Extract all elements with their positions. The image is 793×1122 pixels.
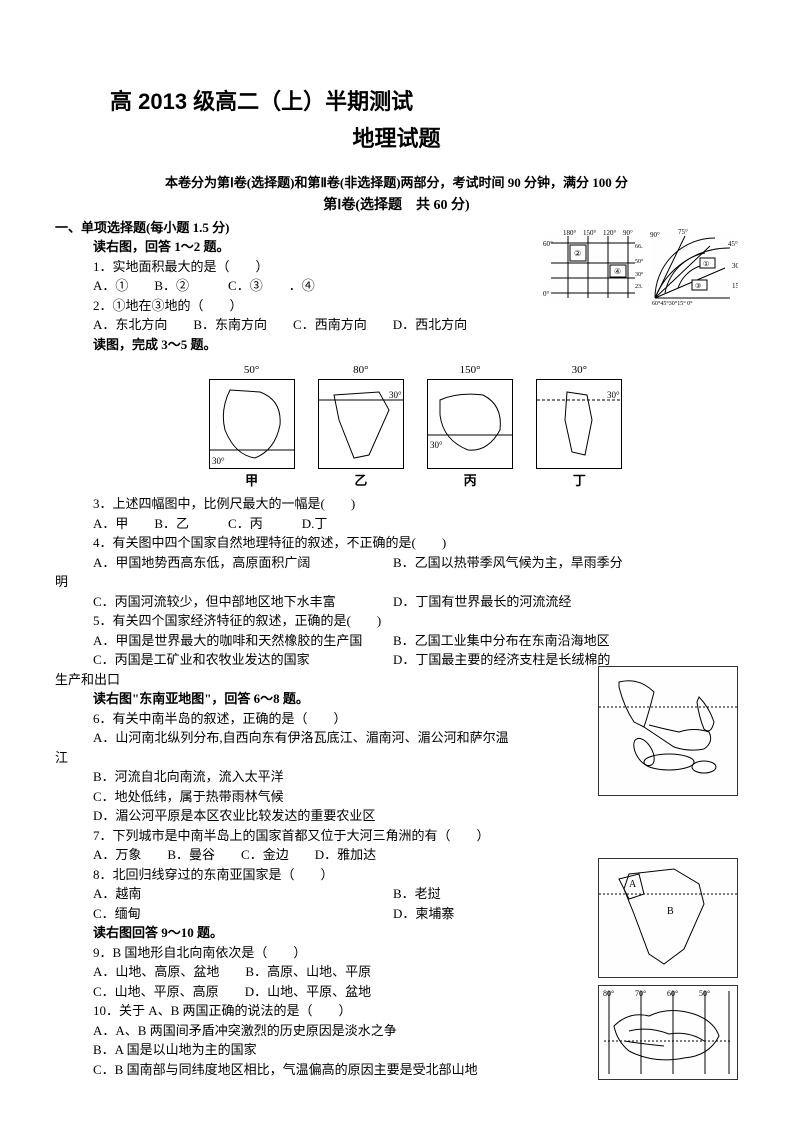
svg-text:70°: 70°	[635, 989, 646, 998]
svg-text:66.5°: 66.5°	[635, 243, 643, 250]
svg-text:④: ④	[614, 267, 621, 276]
svg-text:0°: 0°	[543, 290, 550, 298]
svg-text:150°: 150°	[583, 229, 597, 237]
figure-q1-q2-left: ② ④ 180° 150° 120° 90° 60° 0° 66.5° 50° 30°…	[543, 228, 643, 303]
q9-opt-c: C．山地、平原、高原	[93, 984, 219, 999]
svg-text:①: ①	[703, 260, 709, 268]
svg-text:90°: 90°	[650, 231, 660, 239]
q5-stem: 5．有关四个国家经济特征的叙述，正确的是( )	[93, 611, 738, 631]
q4-opt-c: C．丙国河流较少，但中部地区地下水丰富	[93, 592, 393, 612]
q4-opt-b: B．乙国以热带季风气候为主，旱雨季分	[393, 553, 623, 573]
svg-text:60°: 60°	[543, 240, 553, 248]
q3-options: A．甲 B．乙 C．丙 D.丁	[93, 514, 738, 534]
map1-lon: 50°	[199, 362, 305, 379]
svg-text:50°: 50°	[635, 258, 643, 265]
q8-opt-a: A．越南	[93, 884, 393, 904]
q2-options: A．东北方向 B．东南方向 C．西南方向 D．西北方向	[93, 315, 738, 335]
q6-opt-d: D．湄公河平原是本区农业比较发达的重要农业区	[93, 806, 738, 826]
label-ding: 丁	[526, 471, 632, 491]
figure-se-asia-map	[598, 666, 738, 796]
svg-text:23.5°: 23.5°	[635, 283, 643, 290]
svg-text:B: B	[667, 906, 674, 917]
q4-opt-d: D．丁国有世界最长的河流流经	[393, 592, 571, 612]
svg-text:60°45°30°15° 0°: 60°45°30°15° 0°	[652, 300, 693, 306]
svg-text:60°: 60°	[667, 989, 678, 998]
section-1-header: 第Ⅰ卷(选择题 共 60 分)	[55, 195, 738, 216]
q5-opt-a: A．甲国是世界最大的咖啡和天然橡胶的生产国	[93, 631, 393, 651]
svg-text:50°: 50°	[699, 989, 710, 998]
map-jia: 30°	[209, 379, 295, 469]
q8-opt-d: D．柬埔寨	[393, 904, 454, 924]
figure-bottom-map: 80° 70° 60° 50°	[598, 985, 738, 1080]
map4-lon: 30°	[526, 362, 632, 379]
svg-text:30°: 30°	[212, 456, 225, 466]
q3-stem: 3．上述四幅图中，比例尺最大的一幅是( )	[93, 494, 738, 514]
map-bing: 30°	[427, 379, 513, 469]
q5-opt-d: D．丁国最主要的经济支柱是长绒棉的	[393, 650, 610, 670]
map-yi: 30°	[318, 379, 404, 469]
map-ding: 30°	[536, 379, 622, 469]
q5-opt-b: B．乙国工业集中分布在东南沿海地区	[393, 631, 610, 651]
svg-text:15°: 15°	[732, 282, 738, 290]
svg-text:180°: 180°	[563, 229, 577, 237]
q9-opt-a: A．山地、高原、盆地	[93, 964, 219, 979]
svg-text:45°: 45°	[728, 240, 738, 248]
map3-lon: 150°	[417, 362, 523, 379]
svg-text:30°: 30°	[635, 271, 643, 278]
label-bing: 丙	[417, 471, 523, 491]
main-title: 高 2013 级高二（上）半期测试	[110, 85, 738, 118]
svg-text:80°: 80°	[603, 989, 614, 998]
svg-text:30°: 30°	[430, 440, 443, 450]
q4-opt-b-tail: 明	[55, 572, 738, 592]
map-labels: 甲 乙 丙 丁	[93, 471, 738, 491]
svg-text:30°: 30°	[732, 262, 738, 270]
q9-opt-d: D．山地、平原、盆地	[245, 984, 371, 999]
svg-text:②: ②	[574, 249, 581, 258]
q4-stem: 4．有关图中四个国家自然地理特征的叙述，不正确的是( )	[93, 533, 738, 553]
q7-stem: 7．下列城市是中南半岛上的国家首都又位于大河三角洲的有（ ）	[93, 826, 738, 846]
q9-opt-b: B．高原、山地、平原	[245, 964, 371, 979]
exam-instructions: 本卷分为第Ⅰ卷(选择题)和第Ⅱ卷(非选择题)两部分，考试时间 90 分钟，满分 …	[55, 173, 738, 193]
sub-title: 地理试题	[55, 122, 738, 155]
svg-text:30°: 30°	[607, 390, 620, 400]
svg-text:③: ③	[695, 282, 701, 290]
svg-text:30°: 30°	[389, 390, 402, 400]
q5-opt-c: C．丙国是工矿业和农牧业发达的国家	[93, 650, 393, 670]
four-maps-row: 50° 30° 80° 30° 150° 30° 30° 30°	[93, 362, 738, 469]
svg-text:120°: 120°	[603, 229, 617, 237]
label-yi: 乙	[308, 471, 414, 491]
group2-intro: 读图，完成 3～5 题。	[93, 335, 738, 355]
svg-text:A: A	[629, 879, 637, 890]
map2-lon: 80°	[308, 362, 414, 379]
q4-opt-a: A．甲国地势西高东低，高原面积广阔	[93, 553, 393, 573]
figure-india-map: A B	[598, 858, 738, 978]
svg-text:90°: 90°	[623, 229, 633, 237]
q8-opt-c: C．缅甸	[93, 904, 393, 924]
figure-q1-q2-globe: ① ③ 90° 75° 45° 30° 15° 60°45°30°15° 0°	[650, 228, 738, 306]
label-jia: 甲	[199, 471, 305, 491]
svg-text:75°: 75°	[678, 228, 688, 236]
q8-opt-b: B．老挝	[393, 884, 441, 904]
